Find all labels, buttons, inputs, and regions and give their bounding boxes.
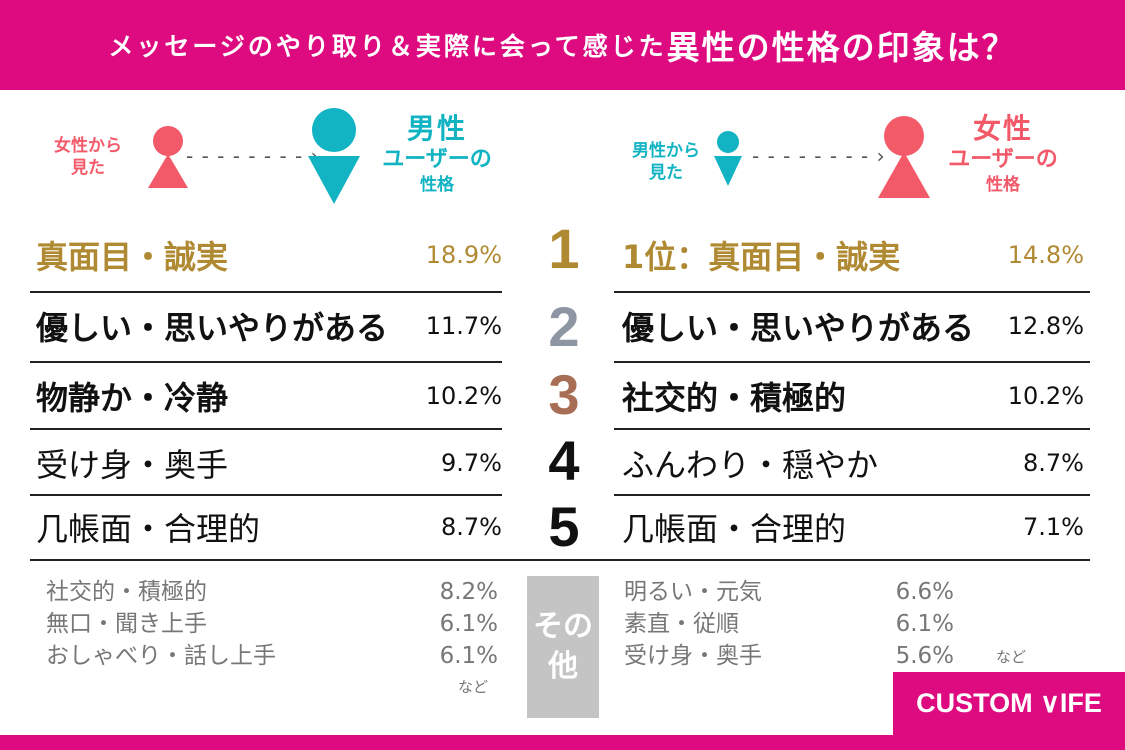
divider <box>614 361 1090 363</box>
others-pct: 6.6% <box>895 579 954 605</box>
divider <box>30 291 502 293</box>
others-pct: 6.1% <box>439 611 498 637</box>
others-pct: 5.6% <box>895 643 954 669</box>
others-label-box: その 他 <box>527 576 599 718</box>
others-name: 無口・聞き上手 <box>46 611 207 637</box>
left-target-line3: 性格 <box>420 175 454 195</box>
divider <box>614 428 1090 430</box>
right-item-name: 几帳面・合理的 <box>622 510 847 548</box>
male-person-small-icon <box>714 131 742 186</box>
list-item: 受け身・奥手 5.6% <box>624 640 954 672</box>
right-rank-row-3: 社交的・積極的 10.2% <box>622 366 1084 426</box>
left-viewer-label: 女性から 見た <box>48 135 128 179</box>
list-item: 明るい・元気 6.6% <box>624 576 954 608</box>
others-name: 明るい・元気 <box>624 579 762 605</box>
female-person-large-icon <box>878 116 930 198</box>
right-rank-row-4: ふんわり・穏やか 8.7% <box>622 433 1084 493</box>
others-label-line1: その <box>533 609 593 644</box>
left-item-pct: 11.7% <box>425 312 502 340</box>
left-rank-row-1: 真面目・誠実 18.9% <box>36 225 502 285</box>
divider <box>30 428 502 430</box>
others-name: おしゃべり・話し上手 <box>46 643 276 669</box>
left-item-name: 真面目・誠実 <box>36 238 229 276</box>
rank-number-4: 4 <box>548 429 580 492</box>
others-name: 社交的・積極的 <box>46 579 207 605</box>
rank-number-2: 2 <box>548 295 580 358</box>
others-name: 受け身・奥手 <box>624 643 762 669</box>
left-etc-note: など <box>458 678 489 696</box>
left-arrow-icon: - - - - - - - - › <box>186 144 320 168</box>
right-item-name: 1位：真面目・誠実 <box>622 238 901 276</box>
rank-number-5: 5 <box>548 495 580 558</box>
right-etc-note: など <box>996 648 1027 666</box>
list-item: おしゃべり・話し上手 6.1% <box>46 640 498 672</box>
others-name: 素直・従順 <box>624 611 739 637</box>
list-item: 無口・聞き上手 6.1% <box>46 608 498 640</box>
left-rank-row-5: 几帳面・合理的 8.7% <box>36 497 502 557</box>
right-viewer-line2: 見た <box>649 163 683 183</box>
left-rank-row-4: 受け身・奥手 9.7% <box>36 433 502 493</box>
right-others-list: 明るい・元気 6.6% 素直・従順 6.1% 受け身・奥手 5.6% <box>624 576 954 672</box>
title-part1: メッセージのやり取り＆実際に会って感じた <box>108 32 667 61</box>
left-viewer-line1: 女性から <box>54 136 122 156</box>
others-pct: 6.1% <box>895 611 954 637</box>
left-item-name: 物静か・冷静 <box>36 379 229 417</box>
right-item-pct: 7.1% <box>1023 513 1084 541</box>
others-pct: 8.2% <box>439 579 498 605</box>
left-rank-row-3: 物静か・冷静 10.2% <box>36 366 502 426</box>
right-item-name: ふんわり・穏やか <box>622 446 879 484</box>
left-others-list: 社交的・積極的 8.2% 無口・聞き上手 6.1% おしゃべり・話し上手 6.1% <box>46 576 498 672</box>
right-item-pct: 10.2% <box>1007 382 1084 410</box>
right-item-name: 社交的・積極的 <box>622 379 847 417</box>
divider <box>30 494 502 496</box>
rank-number-1: 1 <box>548 217 580 280</box>
right-rank-row-2: 優しい・思いやりがある 12.8% <box>622 296 1084 356</box>
left-target-label: 男性 ユーザーの 性格 <box>362 112 512 196</box>
others-pct: 6.1% <box>439 643 498 669</box>
title-part2: 異性の性格の印象は？ <box>666 28 1017 67</box>
right-item-pct: 14.8% <box>1007 241 1084 269</box>
left-item-pct: 18.9% <box>425 241 502 269</box>
divider <box>30 361 502 363</box>
left-target-line2: ユーザーの <box>382 147 492 172</box>
left-item-name: 受け身・奥手 <box>36 446 229 484</box>
female-person-icon <box>148 126 188 188</box>
right-viewer-label: 男性から 見た <box>622 140 710 184</box>
right-item-pct: 8.7% <box>1023 449 1084 477</box>
left-rank-row-2: 優しい・思いやりがある 11.7% <box>36 296 502 356</box>
right-target-line3: 性格 <box>986 175 1020 195</box>
list-item: 社交的・積極的 8.2% <box>46 576 498 608</box>
left-viewer-line2: 見た <box>71 158 105 178</box>
right-target-line1: 女性 <box>972 112 1033 145</box>
right-viewer-line1: 男性から <box>632 141 700 161</box>
left-target-line1: 男性 <box>406 112 467 145</box>
footer-bar <box>0 735 1125 750</box>
right-target-label: 女性 ユーザーの 性格 <box>928 112 1078 196</box>
brand-logo: CUSTOM ∨IFE <box>893 672 1125 735</box>
right-arrow-icon: - - - - - - - - › <box>752 144 886 168</box>
right-rank-row-1: 1位：真面目・誠実 14.8% <box>622 225 1084 285</box>
male-person-icon <box>308 108 360 204</box>
left-item-pct: 10.2% <box>425 382 502 410</box>
right-rank-row-5: 几帳面・合理的 7.1% <box>622 497 1084 557</box>
right-item-pct: 12.8% <box>1007 312 1084 340</box>
divider <box>614 291 1090 293</box>
left-item-pct: 9.7% <box>441 449 502 477</box>
right-target-line2: ユーザーの <box>948 147 1058 172</box>
left-item-name: 優しい・思いやりがある <box>36 309 389 347</box>
rank-number-3: 3 <box>548 363 580 426</box>
right-item-name: 優しい・思いやりがある <box>622 309 975 347</box>
divider <box>30 559 1090 561</box>
list-item: 素直・従順 6.1% <box>624 608 954 640</box>
header-banner: メッセージのやり取り＆実際に会って感じた 異性の性格の印象は？ <box>0 0 1125 90</box>
left-item-name: 几帳面・合理的 <box>36 510 261 548</box>
others-label-line2: 他 <box>548 649 578 684</box>
left-item-pct: 8.7% <box>441 513 502 541</box>
divider <box>614 494 1090 496</box>
